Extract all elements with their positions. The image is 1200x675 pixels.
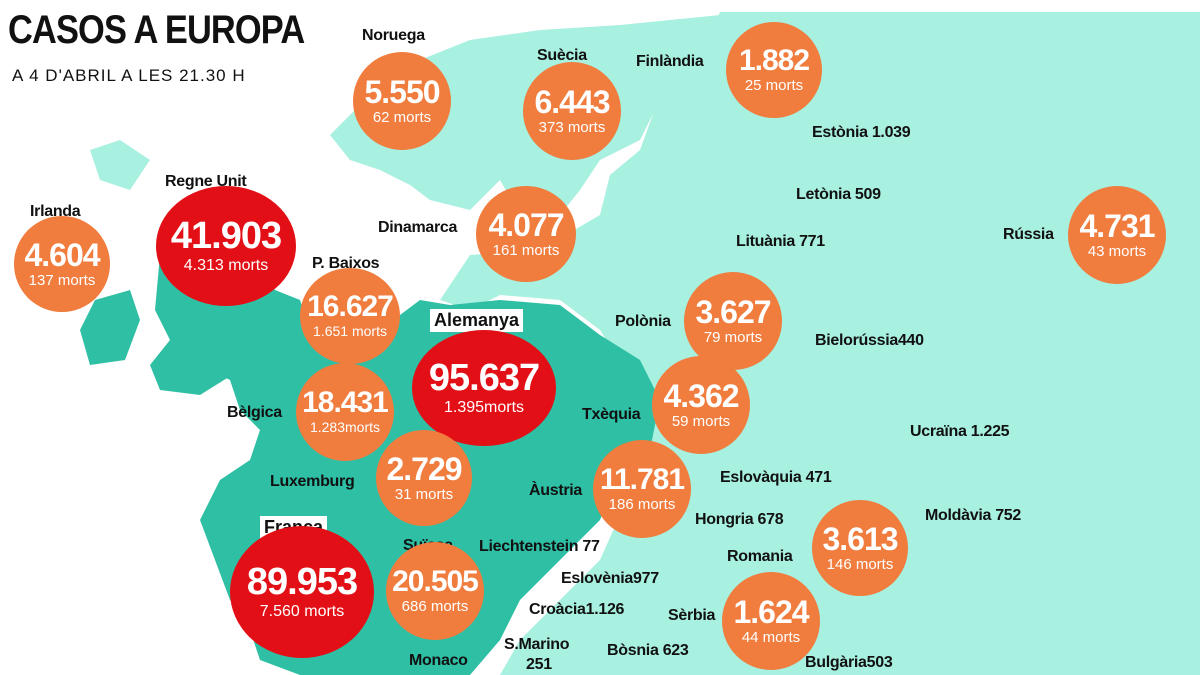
cases-txequia: 4.362 (663, 377, 739, 414)
label-hongria: Hongria 678 (695, 511, 784, 528)
label-irlanda: Irlanda (30, 203, 81, 220)
cases-noruega: 5.550 (364, 73, 440, 110)
deaths-p-baixos: 1.651 morts (313, 323, 387, 340)
deaths-txequia: 59 morts (671, 412, 731, 430)
deaths-finlandia: 25 morts (744, 76, 804, 94)
bubble-txequia: 4.362 59 morts (652, 356, 750, 454)
label-belgica: Bèlgica (227, 404, 282, 421)
label-austria: Àustria (529, 482, 583, 499)
bubble-p-baixos: 16.627 1.651 morts (300, 268, 400, 364)
cases-irlanda: 4.604 (24, 236, 100, 273)
cases-franca: 89.953 (246, 561, 358, 604)
label-serbia: Sèrbia (668, 607, 716, 624)
cases-austria: 11.781 (599, 462, 685, 496)
label-liechtenstein: Liechtenstein 77 (479, 538, 600, 555)
bubble-suecia: 6.443 373 morts (523, 62, 621, 160)
label-regne-unit: Regne Unit (165, 173, 247, 190)
bubble-luxemburg: 2.729 31 morts (376, 430, 472, 526)
cases-russia: 4.731 (1079, 207, 1155, 244)
bubble-franca: 89.953 7.560 morts (230, 526, 374, 658)
deaths-regne-unit: 4.313 morts (183, 257, 269, 275)
cases-regne-unit: 41.903 (170, 215, 282, 258)
label-bosnia: Bòsnia 623 (607, 642, 689, 659)
label-romania: Romania (727, 548, 793, 565)
page-title: CASOS A EUROPA (8, 8, 305, 52)
bubble-romania: 3.613 146 morts (812, 500, 908, 596)
deaths-austria: 186 morts (608, 495, 676, 513)
cases-serbia: 1.624 (733, 593, 809, 630)
deaths-dinamarca: 161 morts (492, 241, 560, 259)
land-ireland (80, 290, 140, 365)
label-alemanya: Alemanya (430, 309, 524, 332)
label-txequia: Txèquia (582, 406, 641, 423)
deaths-russia: 43 morts (1087, 242, 1147, 260)
label-ucraina: Ucraïna 1.225 (910, 423, 1010, 440)
deaths-noruega: 62 morts (372, 108, 432, 126)
label-eslovaquia: Eslovàquia 471 (720, 469, 832, 486)
cases-finlandia: 1.882 (738, 43, 810, 77)
label-bielorussia: Bielorússia440 (815, 332, 924, 349)
bubble-alemanya: 95.637 1.395morts (412, 330, 556, 446)
label-lituania: Lituània 771 (736, 233, 825, 250)
cases-alemanya: 95.637 (428, 357, 540, 400)
label-polonia: Polònia (615, 313, 671, 330)
cases-p-baixos: 16.627 (307, 290, 394, 324)
bubble-regne-unit: 41.903 4.313 morts (156, 186, 296, 306)
label-estonia: Estònia 1.039 (812, 124, 911, 141)
label-moldavia: Moldàvia 752 (925, 507, 1022, 524)
bubble-serbia: 1.624 44 morts (722, 572, 820, 670)
label-finlandia: Finlàndia (636, 53, 704, 70)
bubble-russia: 4.731 43 morts (1068, 186, 1166, 284)
deaths-suecia: 373 morts (538, 118, 606, 136)
deaths-alemanya: 1.395morts (443, 399, 525, 417)
label-monaco: Monaco (409, 652, 468, 669)
deaths-belgica: 1.283morts (309, 419, 381, 436)
label-suecia: Suècia (537, 47, 587, 64)
value-s-marino: 251 (526, 656, 552, 673)
label-letonia: Letònia 509 (796, 186, 881, 203)
bubble-polonia: 3.627 79 morts (684, 272, 782, 370)
label-luxemburg: Luxemburg (270, 473, 355, 490)
label-bulgaria: Bulgària503 (805, 654, 893, 671)
bubble-irlanda: 4.604 137 morts (14, 216, 110, 312)
label-croacia: Croàcia1.126 (529, 601, 625, 618)
cases-dinamarca: 4.077 (488, 206, 564, 243)
bubble-suissa: 20.505 686 morts (386, 542, 484, 640)
deaths-franca: 7.560 morts (259, 603, 345, 621)
land-scotland-isles (90, 140, 150, 190)
label-noruega: Noruega (362, 27, 425, 44)
label-s-marino: S.Marino (504, 636, 570, 653)
deaths-polonia: 79 morts (703, 328, 763, 346)
cases-suecia: 6.443 (534, 83, 610, 120)
deaths-irlanda: 137 morts (28, 271, 96, 289)
cases-polonia: 3.627 (695, 293, 771, 330)
deaths-luxemburg: 31 morts (394, 485, 454, 503)
deaths-suissa: 686 morts (401, 597, 469, 615)
label-p-baixos: P. Baixos (312, 255, 380, 272)
cases-romania: 3.613 (822, 520, 898, 557)
deaths-serbia: 44 morts (741, 628, 801, 646)
page-subtitle: A 4 D'ABRIL A LES 21.30 H (12, 66, 246, 85)
bubble-finlandia: 1.882 25 morts (726, 22, 822, 118)
bubble-austria: 11.781 186 morts (593, 440, 691, 538)
bubble-noruega: 5.550 62 morts (353, 52, 451, 150)
bubble-dinamarca: 4.077 161 morts (476, 186, 576, 282)
cases-suissa: 20.505 (392, 564, 479, 598)
cases-luxemburg: 2.729 (386, 450, 462, 487)
label-russia: Rússia (1003, 226, 1054, 243)
deaths-romania: 146 morts (826, 555, 894, 573)
cases-belgica: 18.431 (302, 386, 389, 420)
bubble-belgica: 18.431 1.283morts (296, 363, 394, 461)
label-eslovenia: Eslovènia977 (561, 570, 659, 587)
label-dinamarca: Dinamarca (378, 219, 458, 236)
